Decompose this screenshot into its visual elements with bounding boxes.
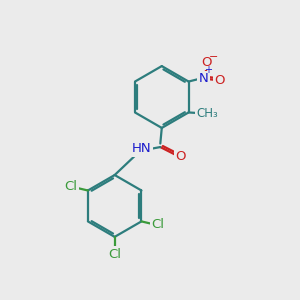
- Text: HN: HN: [132, 142, 152, 155]
- Text: O: O: [176, 150, 186, 163]
- Text: Cl: Cl: [152, 218, 165, 231]
- Text: Cl: Cl: [108, 248, 121, 261]
- Text: CH₃: CH₃: [196, 106, 218, 119]
- Text: −: −: [208, 52, 218, 62]
- Text: O: O: [202, 56, 212, 69]
- Text: +: +: [204, 65, 212, 75]
- Text: Cl: Cl: [64, 181, 78, 194]
- Text: O: O: [214, 74, 225, 87]
- Text: N: N: [199, 72, 209, 85]
